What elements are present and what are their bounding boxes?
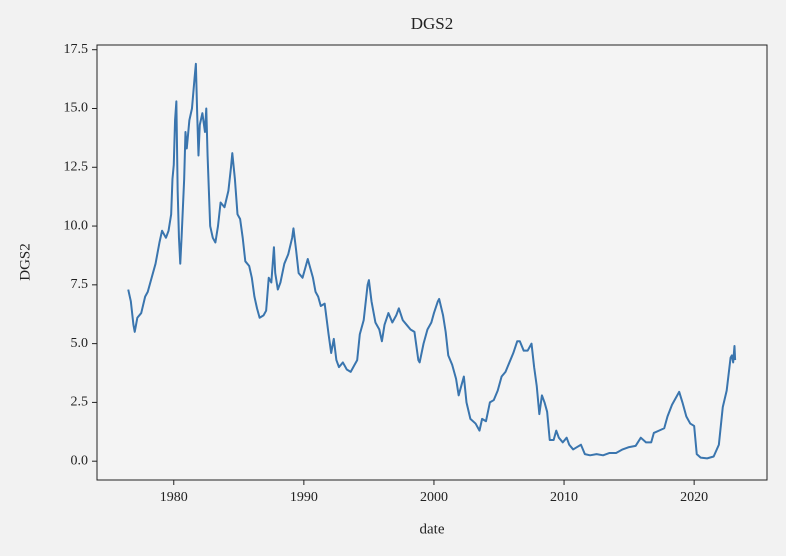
- y-tick-label: 12.5: [64, 159, 89, 174]
- y-tick-label: 5.0: [71, 336, 89, 351]
- data-line: [127, 62, 737, 460]
- x-tick-label: 2010: [550, 490, 578, 505]
- chart-title: DGS2: [411, 14, 454, 33]
- y-tick-label: 10.0: [64, 218, 89, 233]
- x-tick-label: 1990: [290, 490, 318, 505]
- y-tick-label: 0.0: [71, 453, 89, 468]
- y-axis-label: DGS2: [17, 243, 33, 281]
- y-tick-label: 2.5: [71, 395, 89, 410]
- x-tick-label: 1980: [160, 490, 188, 505]
- axes-frame: [96, 44, 768, 481]
- plot-area: [97, 45, 767, 480]
- x-axis-label: date: [420, 521, 445, 537]
- y-tick-label: 7.5: [71, 277, 89, 292]
- y-tick-label: 17.5: [64, 42, 89, 57]
- x-tick-label: 2000: [420, 490, 448, 505]
- x-tick-label: 2020: [680, 490, 708, 505]
- y-tick-label: 15.0: [64, 101, 89, 116]
